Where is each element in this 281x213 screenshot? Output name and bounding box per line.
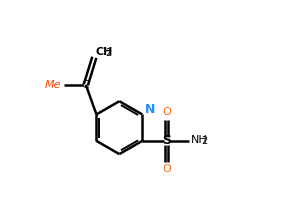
Text: O: O: [162, 164, 171, 174]
Text: 2: 2: [201, 136, 208, 146]
Text: 2: 2: [106, 48, 112, 58]
Text: S: S: [162, 134, 171, 147]
Text: N: N: [145, 103, 155, 116]
Text: C: C: [81, 80, 89, 90]
Text: O: O: [162, 107, 171, 117]
Text: NH: NH: [191, 135, 207, 145]
Text: CH: CH: [95, 47, 113, 57]
Text: Me: Me: [45, 80, 62, 90]
